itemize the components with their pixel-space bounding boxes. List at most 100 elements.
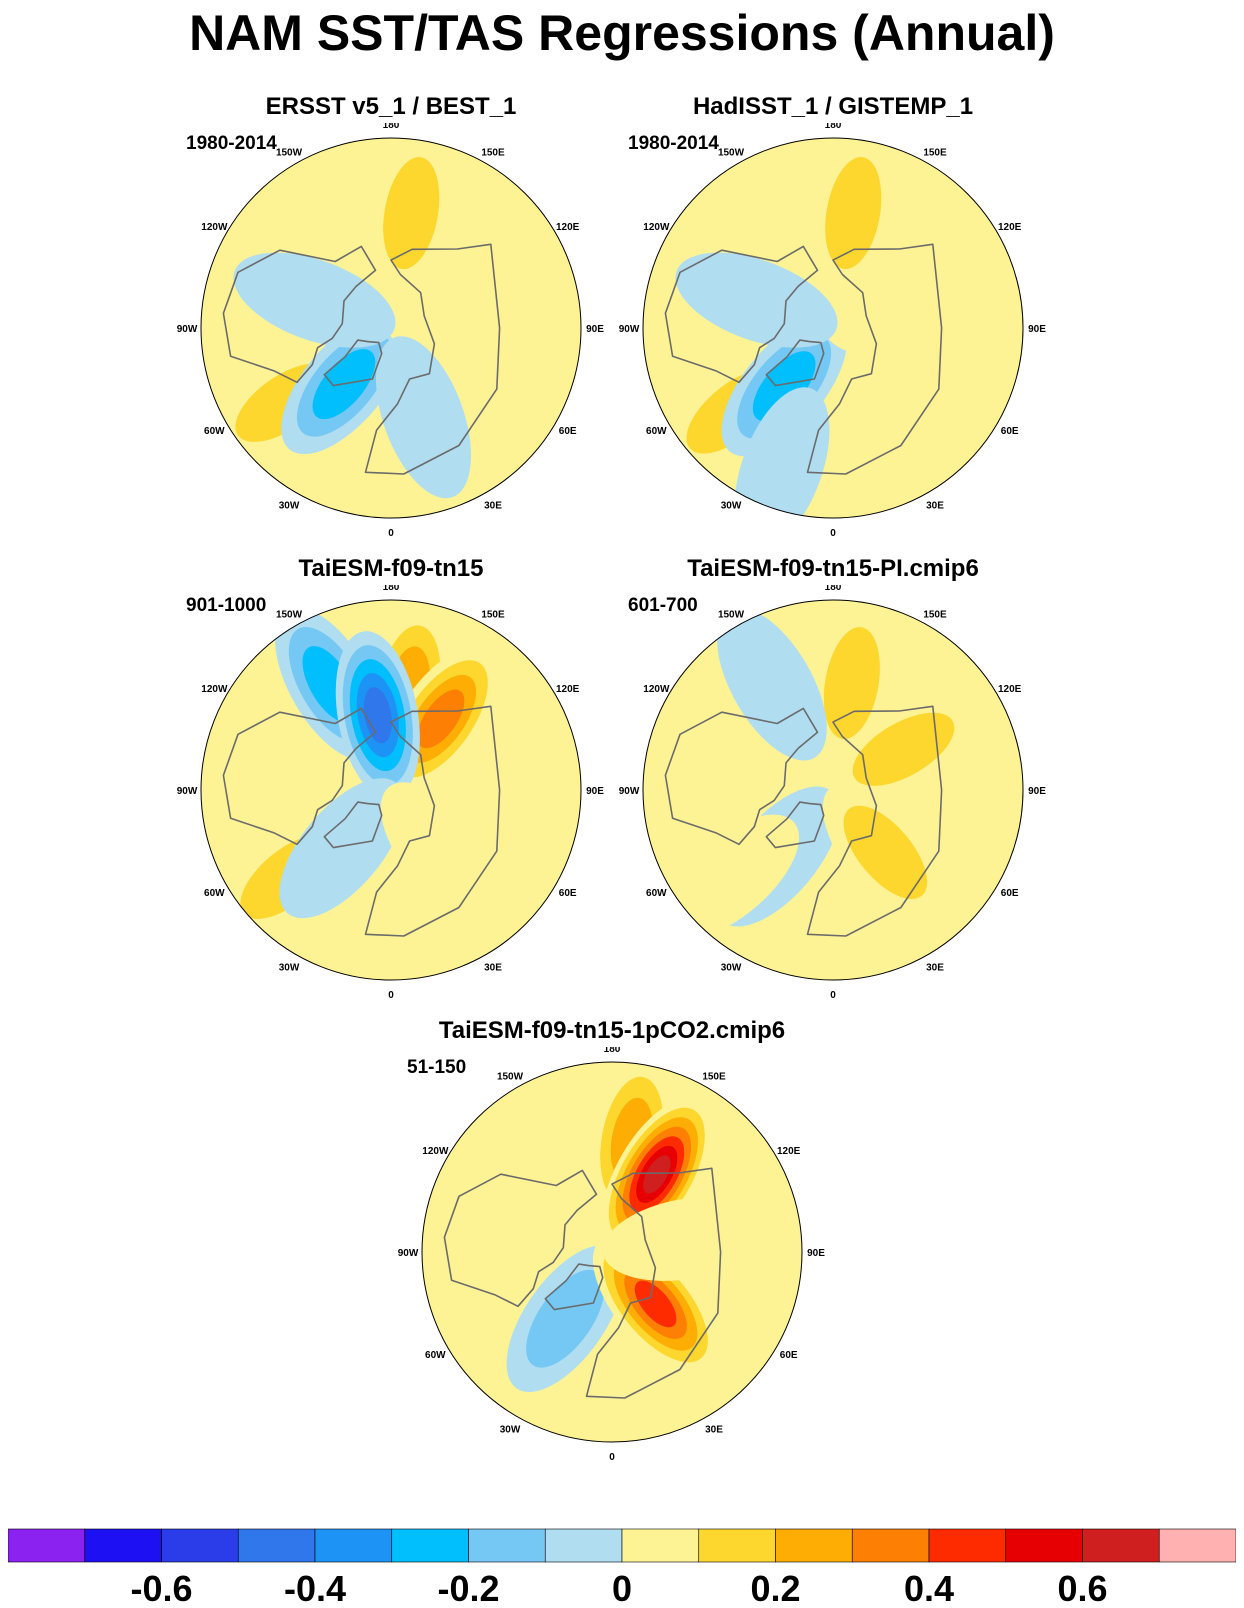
panel-ersst: ERSST v5_1 / BEST_1 1980-2014 180 150E 120…	[176, 93, 606, 548]
panel-title: TaiESM-f09-tn15	[298, 555, 484, 582]
coastline	[765, 339, 825, 387]
panel-title: TaiESM-f09-tn15-1pCO2.cmip6	[438, 1017, 786, 1044]
colorbar-swatch	[8, 1528, 86, 1563]
panel-title: HadISST_1 / GISTEMP_1	[692, 93, 974, 120]
longitude-label: 60E	[1001, 426, 1019, 437]
polar-map: 180 150E 120E 90E 60E 30E 0 30W 60W 90W 120W 150W	[619, 123, 1047, 539]
anomaly-contour	[363, 687, 392, 744]
colorbar-swatch	[468, 1528, 546, 1563]
longitude-label: 150E	[923, 609, 947, 620]
longitude-label: 30E	[484, 501, 502, 512]
longitude-label: 90E	[586, 324, 604, 335]
longitude-label: 0	[388, 528, 394, 539]
longitude-label: 30E	[926, 501, 944, 512]
colorbar-swatch	[161, 1528, 239, 1563]
coastline	[323, 339, 383, 387]
coastline	[585, 1167, 722, 1399]
longitude-label: 60W	[646, 888, 667, 899]
longitude-label: 90E	[1028, 324, 1046, 335]
anomaly-contour	[634, 1280, 677, 1328]
coastline	[364, 705, 501, 937]
longitude-label: 120W	[422, 1146, 449, 1157]
anomaly-contour	[675, 252, 838, 348]
longitude-label: 0	[609, 1452, 615, 1463]
longitude-label: 150W	[276, 609, 303, 620]
panel-period: 1980-2014	[186, 133, 277, 154]
colorbar-swatch	[851, 1528, 930, 1563]
colorbar-swatch	[84, 1528, 162, 1563]
coastline	[222, 245, 377, 384]
anomaly-contour	[852, 712, 955, 786]
longitude-label: 30W	[279, 501, 300, 512]
colorbar-tick-label: 0.6	[1057, 1568, 1107, 1608]
longitude-label: 120E	[998, 684, 1022, 695]
coastline	[364, 243, 501, 475]
longitude-label: 120E	[777, 1146, 801, 1157]
longitude-label: 150E	[481, 609, 505, 620]
panel-period: 51-150	[407, 1057, 467, 1078]
anomaly-contour	[279, 778, 405, 919]
coastline	[664, 245, 819, 384]
longitude-label: 60E	[780, 1350, 798, 1361]
anomaly-contour	[659, 814, 800, 940]
colorbar-swatch	[775, 1528, 853, 1563]
longitude-label: 180	[604, 1047, 621, 1055]
longitude-label: 90E	[586, 786, 604, 797]
panel-period: 1980-2014	[628, 133, 719, 154]
anomaly-contour	[823, 272, 992, 357]
longitude-label: 150W	[497, 1071, 524, 1082]
colorbar-swatch	[928, 1528, 1007, 1563]
longitude-label: 90W	[398, 1248, 419, 1259]
panel-title: ERSST v5_1 / BEST_1	[265, 93, 517, 120]
colorbar-swatch	[391, 1528, 469, 1563]
colorbar-svg: -0.6 -0.4 -0.2 0 0.2 0.4 0.6	[8, 1528, 1236, 1608]
colorbar-swatch	[237, 1528, 316, 1563]
colorbar-tick-label: -0.2	[437, 1568, 499, 1608]
colorbar-swatch	[1005, 1528, 1083, 1563]
longitude-label: 0	[388, 990, 394, 1001]
colorbar-swatch	[1082, 1528, 1160, 1563]
longitude-label: 60W	[204, 888, 225, 899]
colorbar-tick-label: -0.6	[130, 1568, 192, 1608]
longitude-label: 30E	[484, 963, 502, 974]
anomaly-contour	[843, 805, 928, 900]
coastline	[765, 801, 825, 849]
coastline	[806, 705, 943, 937]
longitude-label: 120W	[643, 684, 670, 695]
longitude-label: 120W	[201, 684, 228, 695]
colorbar: -0.6 -0.4 -0.2 0 0.2 0.4 0.6	[8, 1525, 1236, 1608]
longitude-label: 60E	[559, 888, 577, 899]
panel-hadisst: HadISST_1 / GISTEMP_1 1980-2014 180 150E 1…	[618, 93, 1048, 548]
anomaly-contour	[717, 607, 827, 761]
longitude-label: 120E	[998, 222, 1022, 233]
longitude-label: 30W	[721, 963, 742, 974]
colorbar-tick-label: -0.4	[284, 1568, 346, 1608]
polar-map: 180 150E 120E 90E 60E 30E 0 30W 60W 90W 120W 150W	[177, 585, 605, 1001]
longitude-label: 150E	[481, 147, 505, 158]
colorbar-swatch	[1158, 1528, 1236, 1563]
longitude-label: 180	[825, 585, 842, 593]
longitude-label: 60W	[646, 426, 667, 437]
map-frame	[200, 137, 582, 519]
panel-period: 601-700	[628, 595, 698, 616]
anomaly-contour	[383, 157, 440, 270]
longitude-label: 0	[830, 528, 836, 539]
colorbar-tick-label: 0.2	[750, 1568, 800, 1608]
coastline	[544, 1263, 604, 1311]
longitude-label: 90W	[177, 324, 198, 335]
longitude-label: 120W	[643, 222, 670, 233]
longitude-label: 60E	[559, 426, 577, 437]
longitude-label: 150W	[718, 147, 745, 158]
anomaly-contour	[375, 336, 472, 499]
colorbar-tick-label: 0.4	[904, 1568, 954, 1608]
anomaly-contour	[526, 1269, 605, 1368]
longitude-label: 30E	[926, 963, 944, 974]
coastline	[664, 707, 819, 846]
longitude-label: 120W	[201, 222, 228, 233]
anomaly-contour	[825, 157, 882, 270]
longitude-label: 180	[825, 123, 842, 131]
panel-period: 901-1000	[186, 595, 267, 616]
longitude-label: 90W	[619, 786, 640, 797]
longitude-label: 90W	[177, 786, 198, 797]
panel-taiesm: TaiESM-f09-tn15 901-1000 180 150E 120E 90E 6…	[176, 555, 606, 1010]
